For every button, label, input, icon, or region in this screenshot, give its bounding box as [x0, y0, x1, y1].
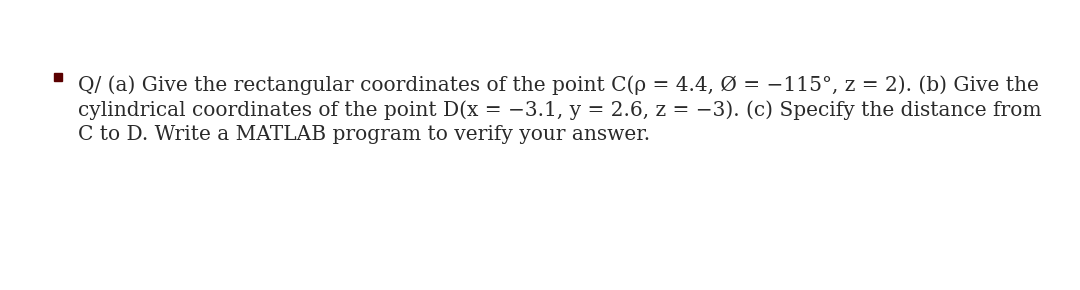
Text: Q/ (a) Give the rectangular coordinates of the point C(ρ = 4.4, Ø = −115°, z = 2: Q/ (a) Give the rectangular coordinates … [78, 75, 1041, 144]
